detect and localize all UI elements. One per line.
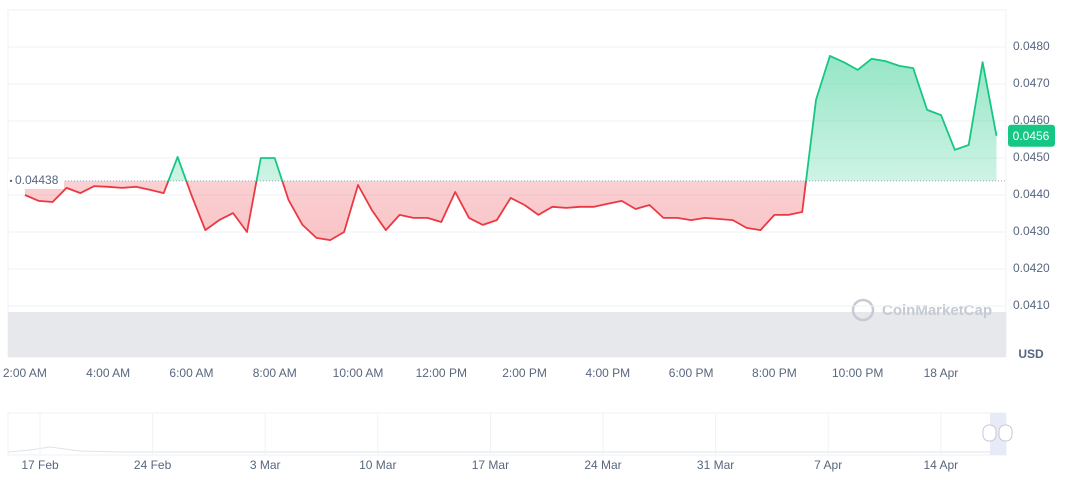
unit-label: USD	[1018, 347, 1044, 361]
navigator-label: 24 Feb	[134, 458, 172, 472]
navigator-label: 3 Mar	[250, 458, 281, 472]
y-tick-label: 0.0420	[1013, 261, 1050, 275]
baseline-label-bg	[8, 171, 64, 189]
x-tick-label: 18 Apr	[924, 366, 959, 380]
x-tick-label: 8:00 PM	[752, 366, 797, 380]
y-tick-label: 0.0480	[1013, 39, 1050, 53]
price-badge	[1008, 124, 1055, 147]
y-tick-label: 0.0460	[1013, 113, 1050, 127]
navigator-window[interactable]	[990, 413, 1006, 455]
y-tick-label: 0.0450	[1013, 150, 1050, 164]
navigator-label: 17 Mar	[472, 458, 509, 472]
y-tick-label: 0.0410	[1013, 298, 1050, 312]
x-tick-label: 2:00 AM	[3, 366, 47, 380]
baseline-dot	[9, 179, 13, 183]
navigator-label: 17 Feb	[21, 458, 59, 472]
x-tick-label: 6:00 PM	[669, 366, 714, 380]
x-tick-label: 8:00 AM	[253, 366, 297, 380]
x-tick-label: 2:00 PM	[502, 366, 547, 380]
navigator-line	[7, 446, 1006, 453]
navigator-handle-right[interactable]	[998, 424, 1013, 442]
navigator-label: 31 Mar	[697, 458, 734, 472]
x-tick-label: 12:00 PM	[416, 366, 467, 380]
y-tick-label: 0.0430	[1013, 224, 1050, 238]
navigator	[7, 412, 1007, 456]
baseline-label: 0.04438	[15, 173, 59, 187]
navigator-label: 24 Mar	[584, 458, 621, 472]
navigator-handle-left[interactable]	[982, 424, 997, 442]
x-tick-label: 6:00 AM	[169, 366, 213, 380]
y-tick-label: 0.0440	[1013, 187, 1050, 201]
navigator-label: 10 Mar	[359, 458, 396, 472]
price-badge-label: 0.0456	[1013, 129, 1050, 143]
watermark-text: CoinMarketCap	[882, 302, 992, 319]
x-tick-label: 4:00 PM	[585, 366, 630, 380]
y-tick-label: 0.0470	[1013, 76, 1050, 90]
price-line	[24, 55, 998, 241]
area-down	[24, 180, 807, 241]
navigator-label: 14 Apr	[923, 458, 958, 472]
x-tick-label: 4:00 AM	[86, 366, 130, 380]
area-up	[24, 55, 997, 181]
navigator-label: 7 Apr	[814, 458, 842, 472]
volume-area	[8, 312, 1006, 357]
x-tick-label: 10:00 PM	[832, 366, 883, 380]
x-tick-label: 10:00 AM	[333, 366, 384, 380]
